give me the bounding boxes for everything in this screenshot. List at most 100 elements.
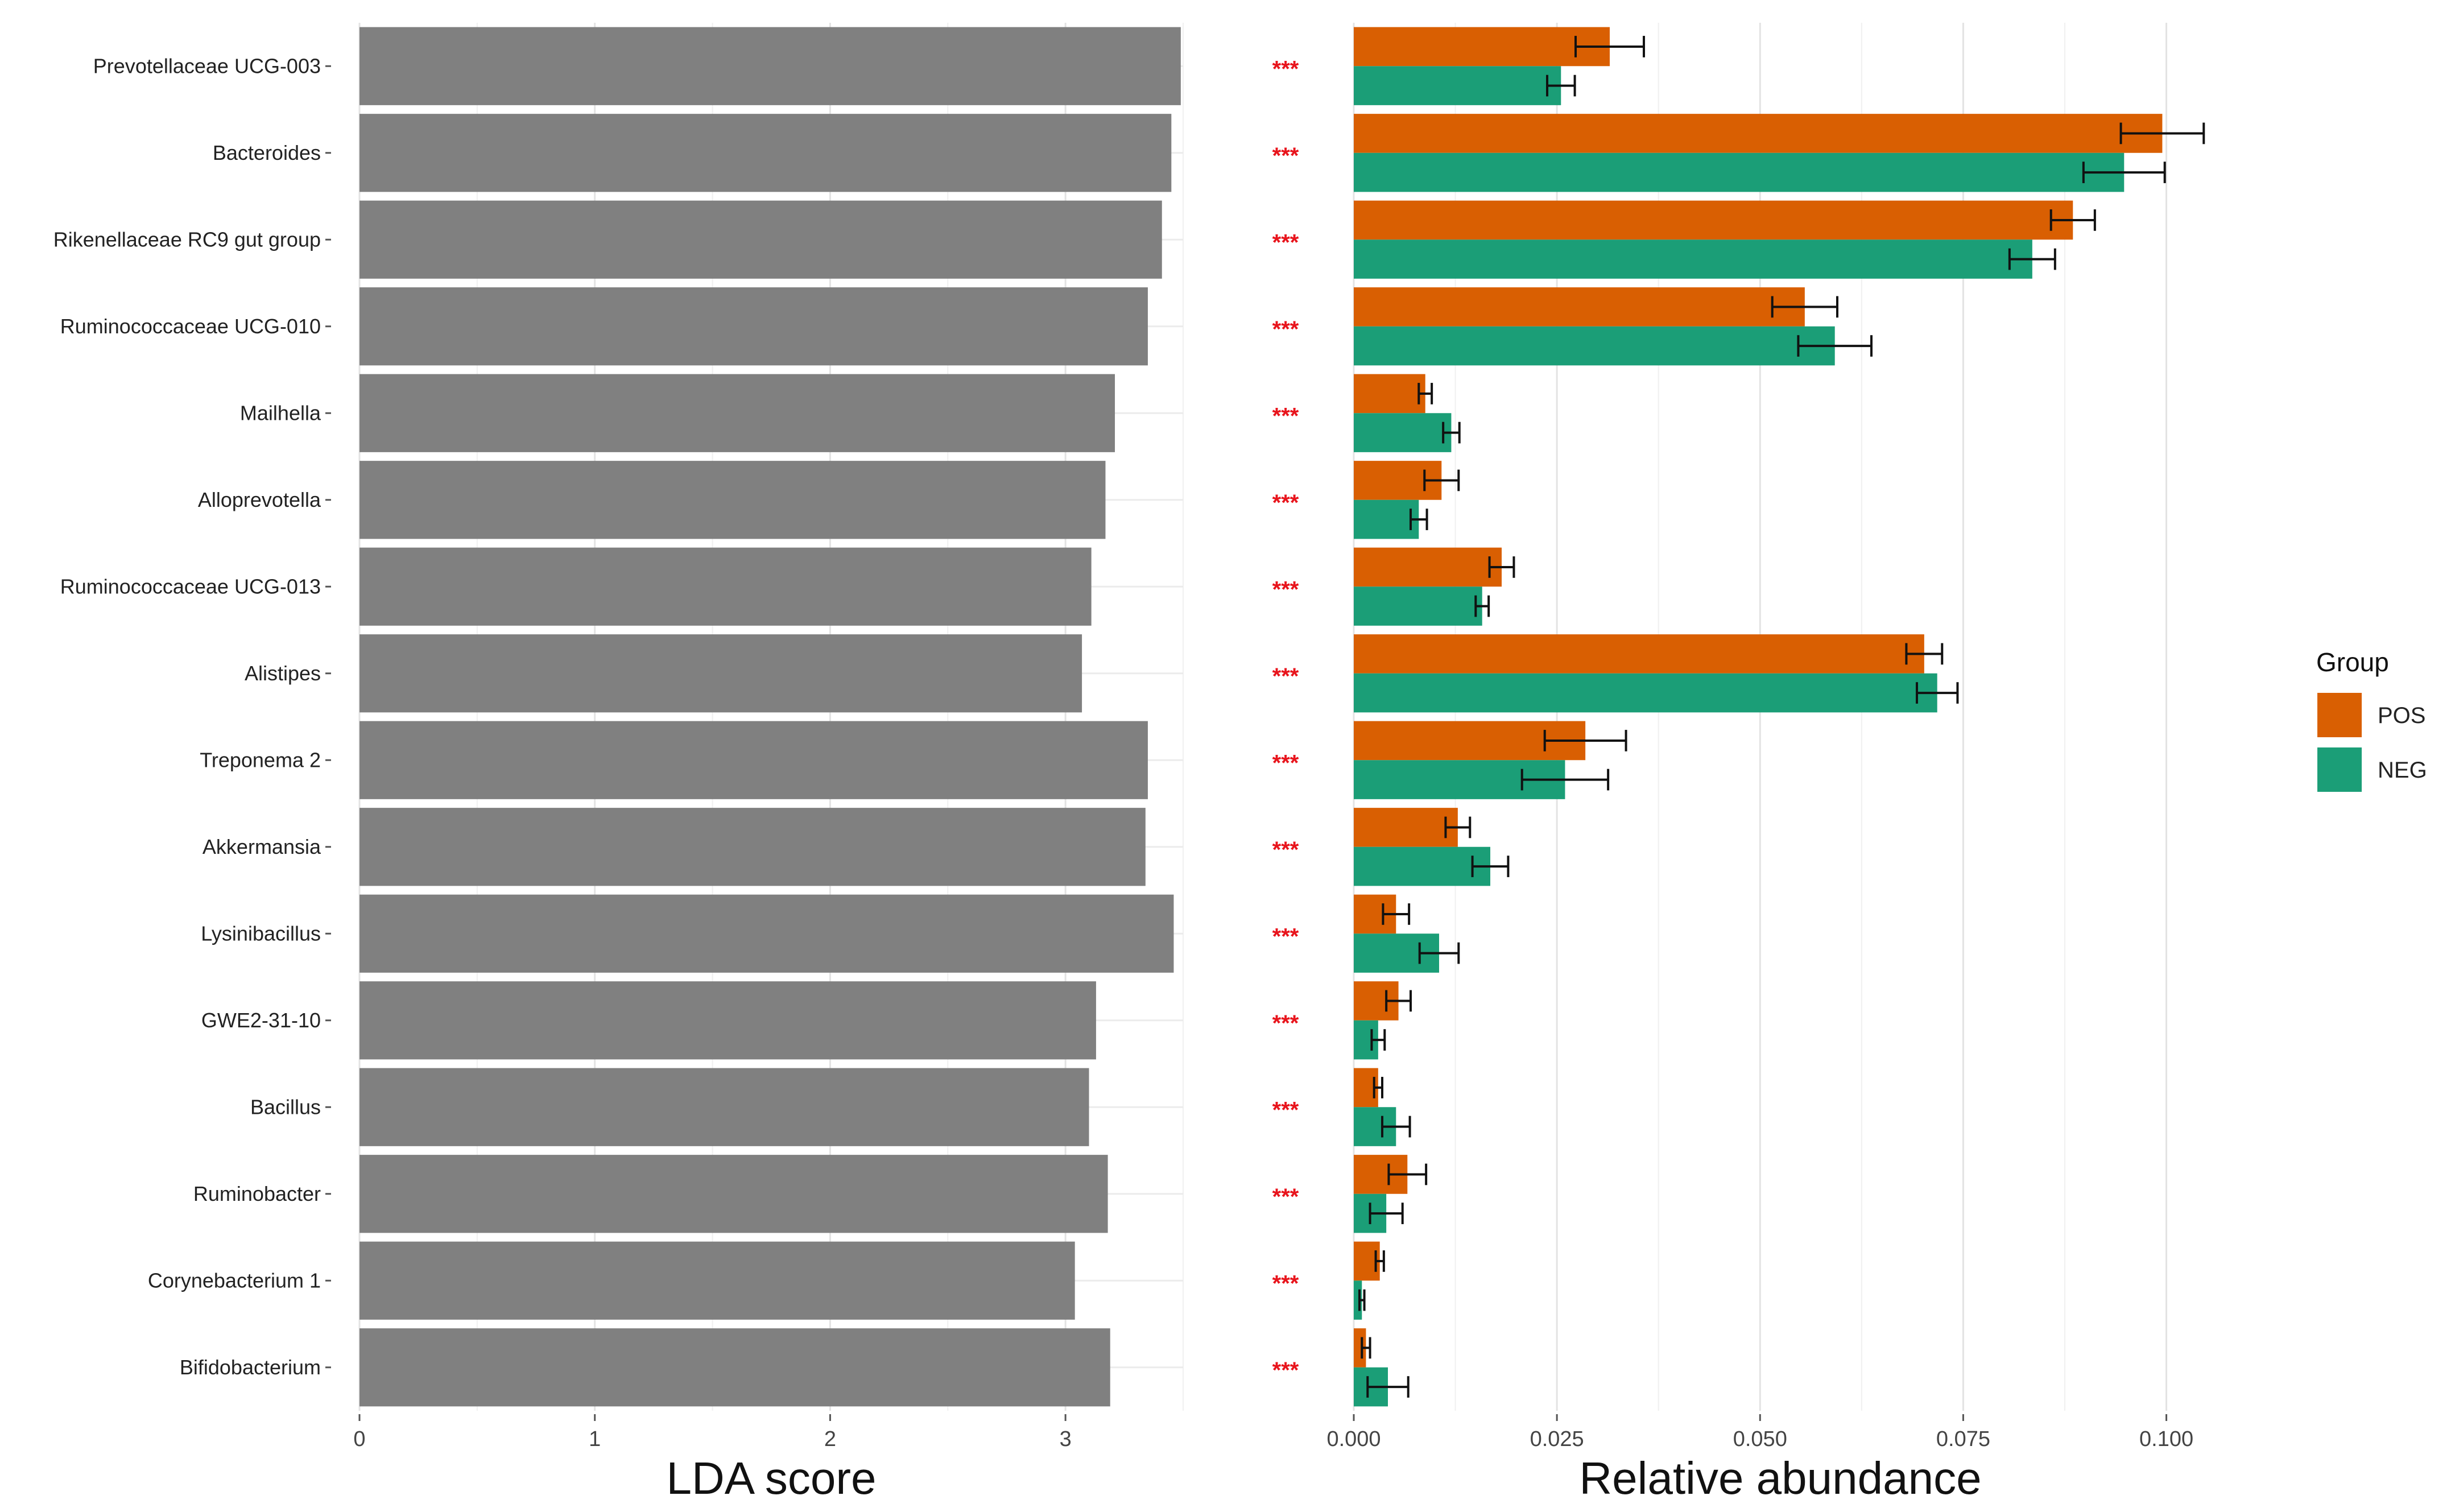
abundance-bar-neg-ruminococcaceae-ucg-013 [1354, 586, 1482, 626]
significance-marker-lysinibacillus: *** [1272, 924, 1299, 949]
significance-marker-ruminococcaceae-ucg-010: *** [1272, 317, 1299, 342]
lda-x-axis-title: LDA score [666, 1453, 876, 1503]
lda-tick-label: 3 [1060, 1427, 1072, 1451]
error-bar-neg-gwe2-31-10 [1370, 1029, 1386, 1051]
lda-bar-bacillus [359, 1068, 1089, 1146]
legend-swatch-neg [2317, 747, 2362, 792]
abundance-bar-neg-akkermansia [1354, 846, 1490, 886]
lda-bar-ruminococcaceae-ucg-013 [359, 547, 1092, 626]
abundance-error-bars [1358, 36, 2205, 1398]
taxon-label-gwe2-31-10: GWE2-31-10 [201, 1009, 321, 1032]
error-bar-neg-alistipes [1916, 682, 1959, 704]
taxon-label-prevotellaceae-ucg-003: Prevotellaceae UCG-003 [93, 54, 321, 77]
error-bar-pos-mailhella [1417, 383, 1433, 404]
error-bar-neg-treponema-2 [1520, 769, 1610, 791]
abundance-tick-label: 0.075 [1936, 1427, 1990, 1451]
abundance-bar-neg-prevotellaceae-ucg-003 [1354, 66, 1561, 105]
error-bar-pos-prevotellaceae-ucg-003 [1574, 36, 1645, 57]
taxon-label-alloprevotella: Alloprevotella [198, 488, 321, 511]
abundance-tick-label: 0.100 [2139, 1427, 2193, 1451]
significance-marker-treponema-2: *** [1272, 750, 1299, 775]
abundance-bar-neg-bacteroides [1354, 152, 2125, 192]
error-bar-pos-alistipes [1905, 643, 1944, 665]
lda-bar-akkermansia [359, 808, 1146, 886]
error-bar-neg-corynebacterium-1 [1358, 1289, 1366, 1311]
lda-bar-prevotellaceae-ucg-003 [359, 27, 1181, 105]
significance-marker-alloprevotella: *** [1272, 490, 1299, 515]
lda-bar-lysinibacillus [359, 894, 1174, 973]
group-legend: Group POS NEG [2316, 647, 2427, 792]
legend-label-pos: POS [2378, 703, 2425, 728]
abundance-bar-pos-ruminococcaceae-ucg-013 [1354, 547, 1502, 587]
significance-markers: *** *** *** *** *** *** *** *** *** *** *** *** *** *… [1272, 56, 1299, 1383]
abundance-bar-pos-alistipes [1354, 634, 1924, 674]
error-bar-pos-akkermansia [1444, 816, 1472, 838]
abundance-bar-neg-alloprevotella [1354, 499, 1419, 539]
lda-tick-label: 2 [824, 1427, 836, 1451]
error-bar-neg-bacillus [1381, 1116, 1411, 1138]
taxa-labels: Prevotellaceae UCG-003 Bacteroides Rikenel… [53, 54, 331, 1379]
legend-items: POS NEG [2317, 693, 2427, 792]
abundance-bar-pos-rikenellaceae-rc9-gut-group [1354, 200, 2073, 240]
error-bar-pos-gwe2-31-10 [1385, 990, 1412, 1012]
significance-marker-gwe2-31-10: *** [1272, 1011, 1299, 1036]
abundance-bar-neg-rikenellaceae-rc9-gut-group [1354, 239, 2032, 279]
error-bar-neg-lysinibacillus [1418, 942, 1460, 964]
legend-title: Group [2316, 647, 2389, 677]
lda-bar-ruminococcaceae-ucg-010 [359, 287, 1148, 366]
significance-marker-ruminococcaceae-ucg-013: *** [1272, 577, 1299, 602]
significance-marker-bacteroides: *** [1272, 143, 1299, 168]
abundance-bar-pos-ruminococcaceae-ucg-010 [1354, 287, 1805, 327]
error-bar-pos-bacteroides [2119, 122, 2205, 144]
taxon-label-bifidobacterium: Bifidobacterium [180, 1356, 321, 1379]
error-bar-neg-mailhella [1442, 422, 1461, 444]
error-bar-neg-bifidobacterium [1366, 1376, 1410, 1398]
abundance-bar-pos-akkermansia [1354, 808, 1458, 847]
taxon-label-bacteroides: Bacteroides [213, 141, 321, 164]
abundance-tick-label: 0.025 [1530, 1427, 1584, 1451]
taxon-label-alistipes: Alistipes [245, 662, 321, 685]
error-bar-pos-treponema-2 [1543, 730, 1627, 751]
lda-bar-ruminobacter [359, 1155, 1108, 1233]
lda-bar-alistipes [359, 634, 1082, 713]
abundance-bar-neg-mailhella [1354, 413, 1452, 452]
error-bar-neg-akkermansia [1471, 856, 1510, 877]
taxon-label-ruminococcaceae-ucg-010: Ruminococcaceae UCG-010 [60, 315, 321, 338]
taxon-label-bacillus: Bacillus [250, 1095, 321, 1118]
taxon-label-rikenellaceae-rc9-gut-group: Rikenellaceae RC9 gut group [53, 228, 321, 251]
error-bar-neg-prevotellaceae-ucg-003 [1546, 75, 1576, 97]
significance-marker-corynebacterium-1: *** [1272, 1271, 1299, 1296]
lda-bar-bifidobacterium [359, 1328, 1110, 1407]
error-bar-neg-ruminobacter [1369, 1203, 1404, 1224]
error-bar-neg-ruminococcaceae-ucg-010 [1797, 335, 1873, 357]
taxon-label-ruminobacter: Ruminobacter [193, 1182, 321, 1205]
error-bar-pos-ruminobacter [1387, 1163, 1428, 1185]
taxon-label-akkermansia: Akkermansia [202, 835, 321, 858]
abundance-bar-pos-bacteroides [1354, 114, 2163, 153]
error-bar-pos-rikenellaceae-rc9-gut-group [2049, 209, 2096, 231]
error-bar-pos-bifidobacterium [1361, 1337, 1371, 1359]
significance-marker-prevotellaceae-ucg-003: *** [1272, 56, 1299, 81]
legend-label-neg: NEG [2378, 758, 2427, 783]
abundance-bar-neg-alistipes [1354, 673, 1937, 713]
error-bar-neg-rikenellaceae-rc9-gut-group [2008, 248, 2056, 270]
abundance-bar-neg-ruminococcaceae-ucg-010 [1354, 326, 1835, 366]
abundance-x-ticks: 0.000 0.025 0.050 0.075 0.100 [1326, 1414, 2193, 1451]
abundance-bar-pos-mailhella [1354, 374, 1425, 414]
significance-marker-alistipes: *** [1272, 664, 1299, 689]
significance-marker-ruminobacter: *** [1272, 1184, 1299, 1209]
relative-abundance-panel: *** *** *** *** *** *** *** *** *** *** *** *** *** *… [1272, 23, 2205, 1503]
abundance-tick-label: 0.000 [1326, 1427, 1381, 1451]
lda-bar-treponema-2 [359, 721, 1148, 799]
lda-bar-rikenellaceae-rc9-gut-group [359, 200, 1162, 279]
error-bar-pos-bacillus [1373, 1077, 1383, 1098]
lda-bar-gwe2-31-10 [359, 981, 1096, 1060]
error-bar-pos-ruminococcaceae-ucg-013 [1488, 556, 1515, 578]
taxon-label-lysinibacillus: Lysinibacillus [201, 922, 321, 945]
error-bar-pos-ruminococcaceae-ucg-010 [1771, 296, 1838, 318]
error-bar-pos-corynebacterium-1 [1374, 1250, 1385, 1272]
abundance-tick-label: 0.050 [1733, 1427, 1787, 1451]
lda-bar-mailhella [359, 374, 1115, 452]
significance-marker-mailhella: *** [1272, 403, 1299, 428]
